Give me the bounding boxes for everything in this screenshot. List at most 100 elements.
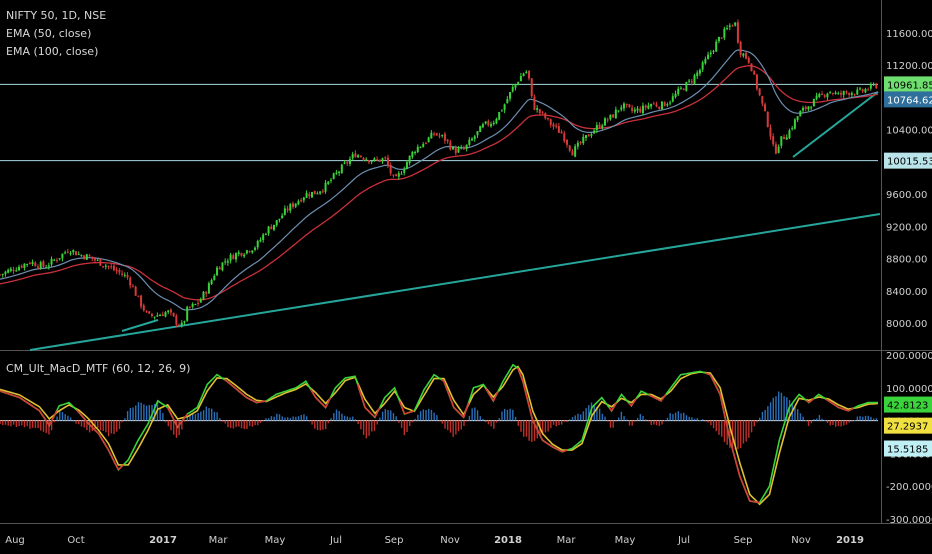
time-tick-label: Aug <box>5 535 25 546</box>
histogram-bar <box>390 410 391 420</box>
histogram-bar <box>303 414 304 420</box>
histogram-bar <box>263 421 264 422</box>
histogram-bar <box>48 421 49 435</box>
candle-body <box>818 94 820 97</box>
histogram-bar <box>794 407 795 421</box>
histogram-bar <box>632 421 633 426</box>
histogram-bar <box>309 421 310 422</box>
candle-body <box>224 261 226 262</box>
histogram-bar <box>558 421 559 426</box>
histogram-bar <box>707 421 708 423</box>
candle-body <box>387 158 389 166</box>
macd-line-segment <box>651 396 653 397</box>
candle-body <box>664 102 666 106</box>
histogram-bar <box>195 414 196 420</box>
histogram-bar <box>718 421 719 435</box>
candle-body <box>219 268 221 270</box>
candle-body <box>156 315 158 316</box>
candle-body <box>327 181 329 184</box>
candle-body <box>599 124 601 128</box>
histogram-bar <box>328 421 329 424</box>
candle-body <box>436 133 438 135</box>
candle-body <box>821 94 823 95</box>
candle-body <box>373 158 375 160</box>
histogram-bar <box>13 421 14 425</box>
candle-body <box>721 38 723 39</box>
histogram-bar <box>444 421 445 429</box>
candle-body <box>731 25 733 26</box>
candle-body <box>642 106 644 113</box>
candle-body <box>232 255 234 259</box>
histogram-bar <box>813 419 814 420</box>
candle-body <box>870 84 872 89</box>
histogram-bar <box>235 421 236 427</box>
candle-body <box>626 104 628 105</box>
candle-body <box>487 121 489 125</box>
candle-body <box>807 106 809 109</box>
candle-body <box>504 104 506 110</box>
histogram-bar <box>322 421 323 430</box>
ema-price-label: 10764.62 <box>887 95 932 106</box>
candle-body <box>639 109 641 113</box>
candle-body <box>875 84 877 87</box>
candle-body <box>159 315 161 316</box>
candle-body <box>544 113 546 118</box>
histogram-bar <box>208 408 209 420</box>
time-tick-label: Sep <box>385 535 404 546</box>
candle-body <box>788 130 790 138</box>
candle-body <box>441 135 443 136</box>
candle-body <box>384 157 386 158</box>
histogram-bar <box>347 416 348 420</box>
histogram-bar <box>770 402 771 420</box>
candle-body <box>707 55 709 59</box>
histogram-bar <box>564 421 565 422</box>
histogram-bar <box>363 421 364 435</box>
macd-line-segment <box>552 447 554 448</box>
histogram-bar <box>257 421 258 426</box>
candle-body <box>148 311 150 313</box>
candle-body <box>837 93 839 94</box>
candle-body <box>51 259 53 265</box>
macd-tick-label: 100.0000 <box>886 384 932 395</box>
candle-body <box>840 93 842 95</box>
histogram-bar <box>65 414 66 420</box>
candle-body <box>357 155 359 157</box>
candle-body <box>145 311 147 312</box>
macd-line-segment <box>12 395 14 396</box>
candle-body <box>341 165 343 173</box>
histogram-bar <box>691 417 692 420</box>
candle-body <box>452 147 454 149</box>
histogram-bar <box>455 421 456 435</box>
candle-body <box>680 88 682 89</box>
candle-body <box>542 112 544 113</box>
candle-body <box>843 91 845 95</box>
candle-body <box>86 254 88 259</box>
candle-body <box>723 29 725 38</box>
candle-body <box>444 134 446 141</box>
candle-body <box>563 133 565 141</box>
candle-body <box>759 88 761 95</box>
histogram-bar <box>485 421 486 423</box>
histogram-bar <box>216 412 217 420</box>
candle-body <box>580 142 582 143</box>
histogram-bar <box>393 413 394 421</box>
histogram-bar <box>170 421 171 431</box>
histogram-bar <box>713 421 714 429</box>
candle-body <box>287 209 289 211</box>
histogram-bar <box>140 403 141 421</box>
macd-line-segment <box>560 451 562 452</box>
candle-body <box>645 105 647 107</box>
histogram-bar <box>404 421 405 436</box>
candle-body <box>392 175 394 176</box>
hist-value-label: 15.5185 <box>887 445 928 456</box>
candle-body <box>401 174 403 175</box>
candle-body <box>653 104 655 105</box>
macd-line-segment <box>708 374 710 375</box>
histogram-bar <box>751 421 752 433</box>
histogram-bar <box>349 417 350 420</box>
histogram-bar <box>648 421 649 422</box>
candle-body <box>612 114 614 117</box>
candle-body <box>371 161 373 162</box>
time-tick-label: Oct <box>67 535 84 546</box>
